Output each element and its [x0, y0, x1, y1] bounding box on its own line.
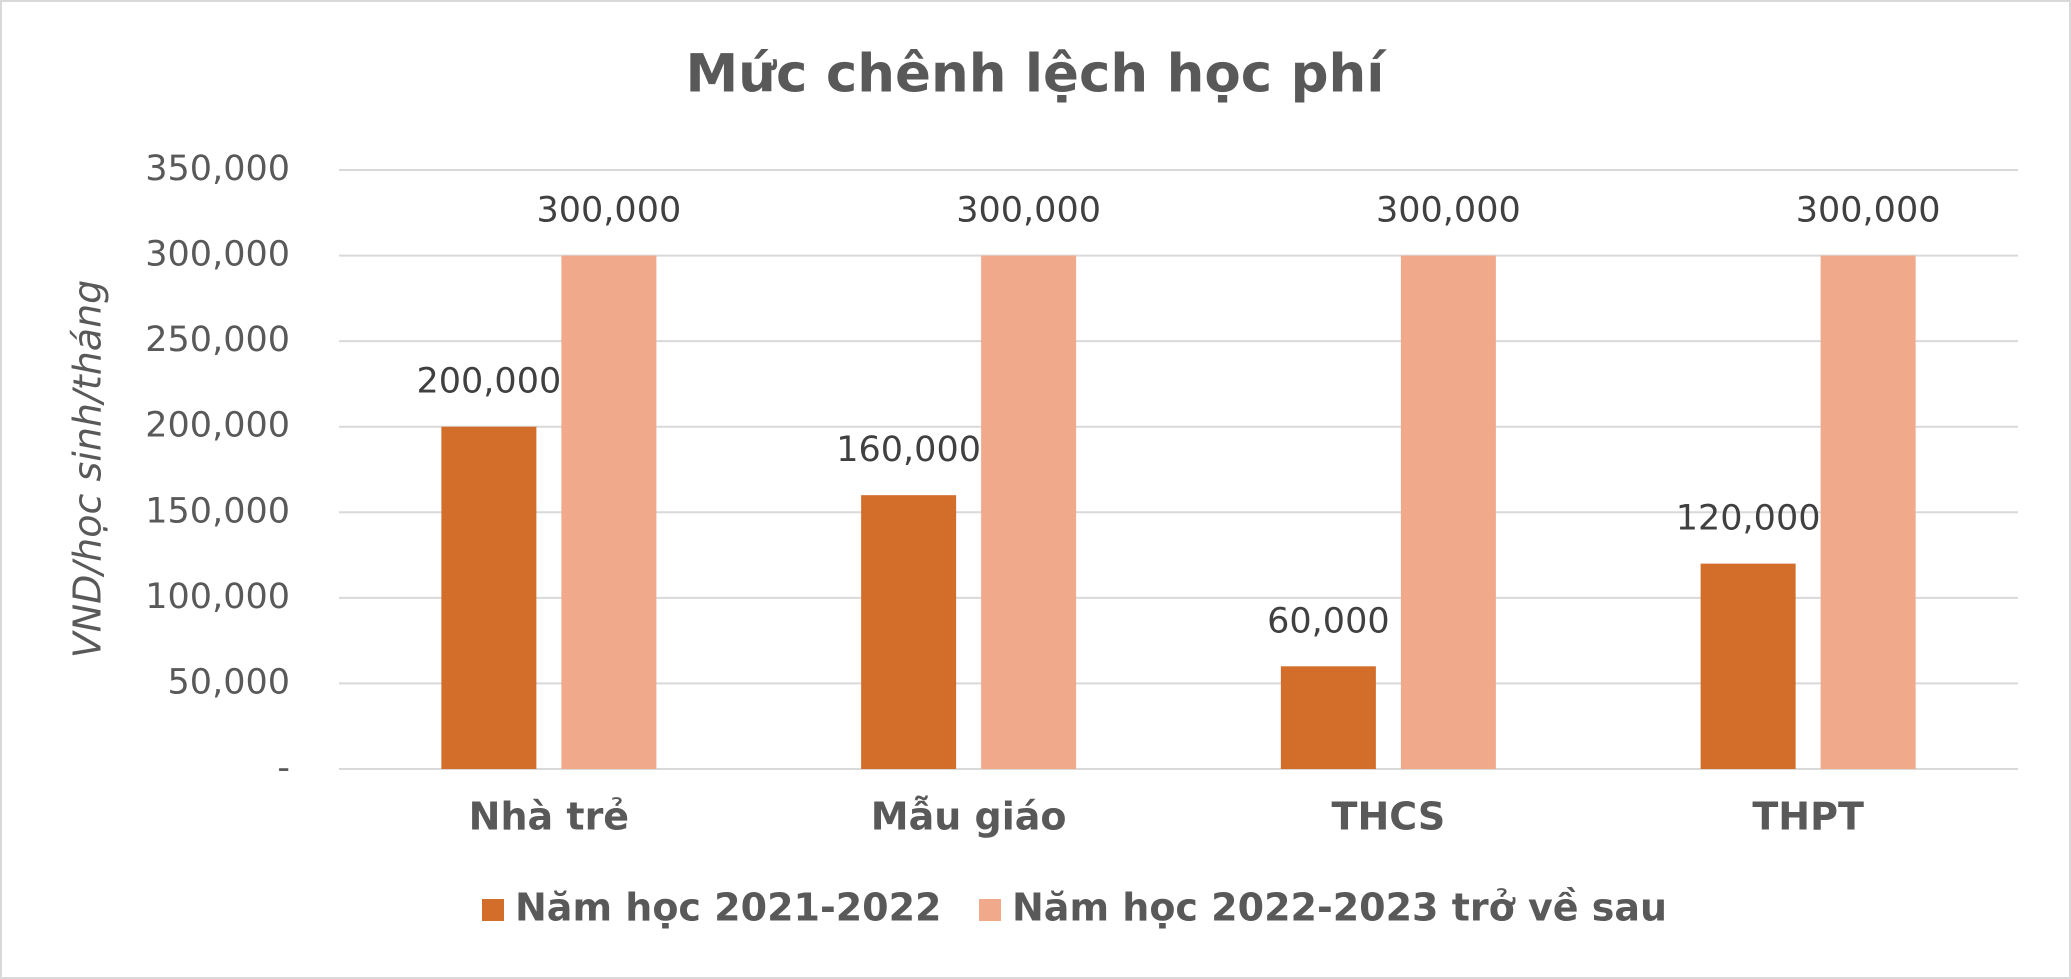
y-tick-label: 250,000: [145, 320, 290, 360]
bar: [1820, 255, 1916, 770]
data-label: 160,000: [836, 430, 981, 470]
x-tick-label: THCS: [1332, 795, 1446, 839]
y-tick-label: -: [277, 748, 290, 788]
data-label: 300,000: [1376, 191, 1521, 231]
bar: [561, 255, 657, 770]
bar: [1400, 255, 1496, 770]
y-tick-label: 200,000: [145, 406, 290, 446]
bar: [1700, 563, 1796, 769]
bar: [441, 426, 537, 769]
legend-label: Năm học 2021-2022: [515, 886, 941, 930]
x-tick-label: Nhà trẻ: [469, 795, 629, 839]
data-label: 120,000: [1676, 499, 1821, 539]
chart-title: Mức chênh lệch học phí: [686, 44, 1388, 105]
legend-swatch: [482, 899, 504, 921]
y-tick-label: 150,000: [145, 491, 290, 531]
y-axis-label: VND/học sinh/tháng: [66, 280, 110, 659]
x-tick-label: THPT: [1752, 795, 1864, 839]
data-label: 60,000: [1267, 601, 1389, 641]
bar: [1280, 666, 1376, 769]
x-tick-label: Mẫu giáo: [871, 795, 1067, 839]
y-tick-label: 350,000: [145, 149, 290, 189]
y-tick-label: 300,000: [145, 235, 290, 275]
y-tick-label: 100,000: [145, 577, 290, 617]
legend-swatch: [979, 899, 1001, 921]
y-tick-label: 50,000: [168, 662, 290, 702]
data-label: 300,000: [956, 191, 1101, 231]
data-label: 200,000: [417, 362, 562, 402]
bar: [981, 255, 1077, 770]
bar: [861, 495, 957, 769]
data-label: 300,000: [1796, 191, 1941, 231]
data-label: 300,000: [537, 191, 682, 231]
legend-label: Năm học 2022-2023 trở về sau: [1012, 886, 1667, 930]
